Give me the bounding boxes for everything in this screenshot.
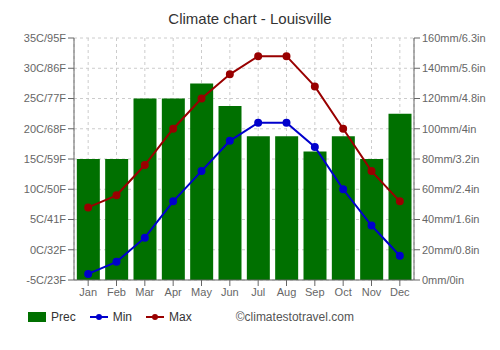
svg-text:40mm/1.6in: 40mm/1.6in [422,213,479,225]
svg-text:May: May [191,286,212,298]
svg-text:Feb: Feb [107,286,126,298]
svg-text:100mm/4in: 100mm/4in [422,123,476,135]
svg-text:Jul: Jul [251,286,265,298]
svg-text:25C/77F: 25C/77F [24,92,66,104]
svg-text:10C/50F: 10C/50F [24,183,66,195]
svg-text:5C/41F: 5C/41F [30,213,66,225]
html-text:Min: Min [112,310,132,324]
svg-text:60mm/2.4in: 60mm/2.4in [422,183,479,195]
svg-text:30C/86F: 30C/86F [24,62,66,74]
svg-text:35C/95F: 35C/95F [24,32,66,44]
svg-text:Apr: Apr [165,286,182,298]
svg-text:Nov: Nov [362,286,382,298]
svg-text:0mm/0in: 0mm/0in [422,274,464,286]
html-text:©climatestotravel.com: ©climatestotravel.com [235,310,354,324]
svg-text:-5C/23F: -5C/23F [26,274,66,286]
svg-text:Aug: Aug [277,286,297,298]
svg-text:160mm/6.3in: 160mm/6.3in [422,32,486,44]
svg-text:Sep: Sep [305,286,325,298]
svg-text:Oct: Oct [335,286,352,298]
svg-text:Jun: Jun [221,286,239,298]
svg-text:80mm/3.2in: 80mm/3.2in [422,153,479,165]
svg-text:Dec: Dec [390,286,410,298]
svg-text:20C/68F: 20C/68F [24,123,66,135]
svg-text:140mm/5.6in: 140mm/5.6in [422,62,486,74]
svg-text:Mar: Mar [135,286,154,298]
svg-text:Jan: Jan [79,286,97,298]
svg-text:120mm/4.8in: 120mm/4.8in [422,92,486,104]
html-text:Max: Max [169,310,192,324]
svg-text:20mm/0.8in: 20mm/0.8in [422,244,479,256]
svg-text:15C/59F: 15C/59F [24,153,66,165]
svg-text:0C/32F: 0C/32F [30,244,66,256]
html-text:Climate chart - Louisville: Climate chart - Louisville [168,10,332,27]
html-text:Prec: Prec [51,310,76,324]
